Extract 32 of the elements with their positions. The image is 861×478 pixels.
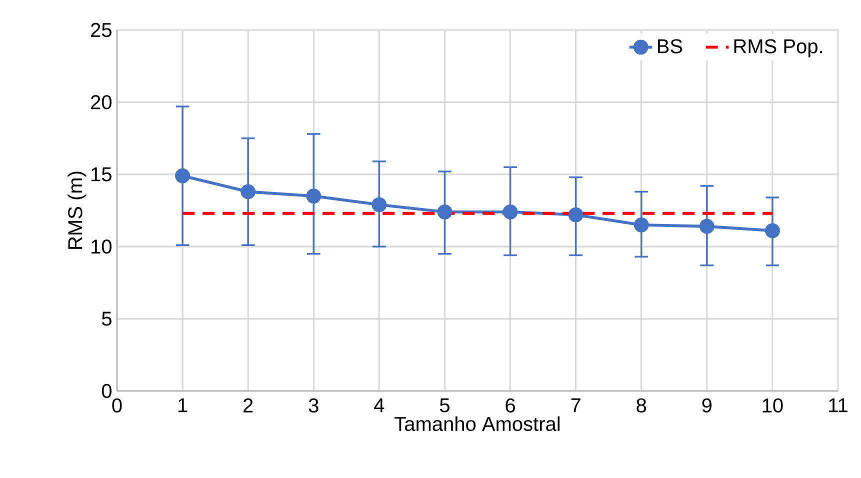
x-tick-label: 10 xyxy=(762,398,783,413)
x-tick-label: 7 xyxy=(571,398,580,412)
y-tick-label: 25 xyxy=(91,22,112,38)
point xyxy=(634,217,649,232)
point xyxy=(699,218,714,234)
point xyxy=(764,223,780,238)
x-tick-label: 9 xyxy=(702,398,712,413)
x-tick-label: 1 xyxy=(178,398,188,412)
x-tick-label: 2 xyxy=(244,398,253,412)
x-tick-label: 5 xyxy=(440,398,450,412)
x-axis-title: Tamanho Amostral xyxy=(394,416,560,432)
point xyxy=(306,188,322,204)
point xyxy=(568,207,584,222)
y-tick-label: 0 xyxy=(102,384,112,398)
y-tick-label: 5 xyxy=(102,312,112,326)
x-tick-label: 8 xyxy=(636,398,646,413)
y-axis-title: RMS (m) xyxy=(68,172,86,249)
legend-label: BS xyxy=(658,39,682,54)
y-tick-label: 10 xyxy=(92,240,112,254)
point xyxy=(240,184,256,200)
legend-label: RMS Pop. xyxy=(734,39,822,58)
x-tick-label: 11 xyxy=(829,398,848,412)
y-tick-label: 15 xyxy=(92,167,112,182)
point xyxy=(175,168,190,184)
x-tick-label: 4 xyxy=(374,398,384,412)
point xyxy=(437,204,452,220)
x-tick-label: 0 xyxy=(112,398,122,413)
point xyxy=(372,197,387,212)
y-tick-label: 20 xyxy=(91,95,112,110)
x-tick-label: 3 xyxy=(308,398,318,413)
point xyxy=(502,204,518,220)
x-tick-label: 6 xyxy=(506,398,515,413)
